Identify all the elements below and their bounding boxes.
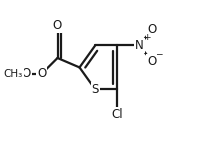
- Text: N: N: [135, 39, 144, 52]
- Text: O: O: [37, 67, 46, 80]
- Text: O: O: [147, 23, 156, 36]
- Text: O: O: [147, 55, 156, 68]
- Text: Cl: Cl: [112, 108, 123, 121]
- Text: S: S: [92, 83, 99, 96]
- Text: +: +: [143, 33, 150, 42]
- Text: CH₃: CH₃: [4, 69, 23, 79]
- Text: O: O: [52, 19, 61, 32]
- Text: −: −: [155, 49, 163, 58]
- Text: O: O: [22, 67, 31, 80]
